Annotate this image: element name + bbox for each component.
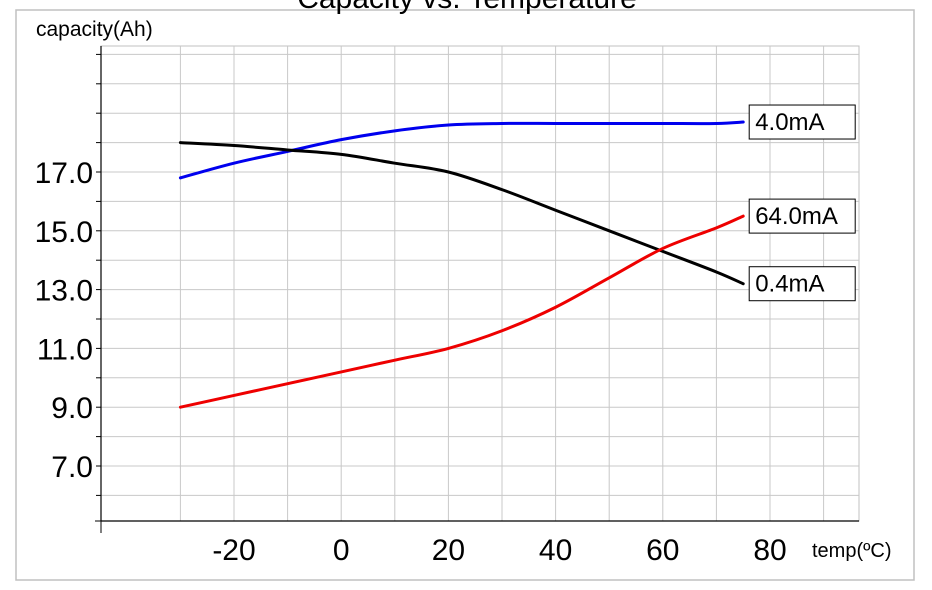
y-tick-label: 17.0 — [35, 157, 93, 190]
plot-area — [100, 45, 860, 522]
series-label-640ma: 64.0mA — [748, 198, 856, 234]
y-axis-label: capacity(Ah) — [36, 18, 153, 41]
x-tick-label: 60 — [646, 534, 679, 567]
series-line-40ma — [178, 120, 745, 180]
x-tick-label: 40 — [539, 534, 572, 567]
x-tick-label: 80 — [753, 534, 786, 567]
y-tick-label: 9.0 — [51, 392, 93, 425]
series-label-text: 4.0mA — [755, 109, 824, 136]
series-label-40ma: 4.0mA — [748, 104, 856, 140]
x-tick-label: 20 — [432, 534, 465, 567]
y-tick-label: 13.0 — [35, 275, 93, 308]
series-lines — [178, 120, 745, 409]
x-axis-label: temp(ºC) — [812, 540, 892, 562]
axes — [95, 46, 859, 533]
series-label-04ma: 0.4mA — [748, 266, 856, 302]
series-line-640ma — [178, 214, 745, 409]
tick-labels: 7.0 9.0 11.0 13.0 15.0 17.0 -20 0 20 40 60 80 — [35, 157, 787, 567]
series-line-04ma — [178, 141, 745, 286]
chart-title: Capacity vs. Temperature — [297, 0, 637, 15]
x-tick-label: 0 — [333, 534, 350, 567]
series-label-text: 64.0mA — [755, 203, 838, 230]
y-tick-label: 7.0 — [51, 451, 93, 484]
x-tick-label: -20 — [212, 534, 255, 567]
grid — [101, 46, 859, 521]
series-labels: 4.0mA 0.4mA 64.0mA — [748, 104, 856, 302]
y-tick-label: 11.0 — [37, 333, 93, 366]
series-label-text: 0.4mA — [755, 271, 824, 298]
y-tick-label: 15.0 — [35, 216, 93, 249]
series-label-box — [748, 104, 856, 140]
series-label-box — [748, 198, 856, 234]
series-label-box — [748, 266, 856, 302]
